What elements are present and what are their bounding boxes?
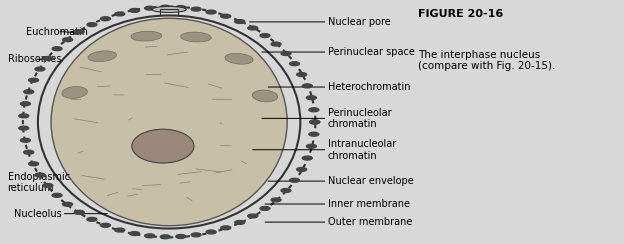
Text: Euchromatin: Euchromatin (26, 27, 88, 37)
Circle shape (309, 132, 319, 136)
Circle shape (260, 34, 270, 38)
Circle shape (296, 73, 306, 76)
Circle shape (160, 5, 170, 9)
Text: Perinucleolar
chromatin: Perinucleolar chromatin (262, 108, 391, 129)
Ellipse shape (62, 87, 87, 98)
Circle shape (310, 120, 319, 124)
Circle shape (235, 221, 245, 224)
Circle shape (296, 168, 306, 171)
Circle shape (235, 20, 245, 23)
Circle shape (29, 162, 39, 166)
Circle shape (206, 10, 216, 14)
Circle shape (176, 6, 186, 10)
Circle shape (310, 120, 319, 124)
Circle shape (306, 96, 316, 100)
Text: Outer membrane: Outer membrane (265, 217, 412, 227)
Ellipse shape (88, 51, 117, 62)
Text: Heterochromatin: Heterochromatin (268, 82, 410, 92)
Circle shape (260, 206, 270, 210)
Circle shape (309, 108, 319, 112)
Circle shape (176, 234, 186, 238)
Ellipse shape (51, 18, 287, 226)
Circle shape (24, 90, 34, 94)
Text: Perinuclear space: Perinuclear space (262, 47, 414, 57)
Text: Endoplasmic
reticulum: Endoplasmic reticulum (7, 172, 70, 193)
Text: Ribosomes: Ribosomes (7, 54, 61, 64)
Circle shape (130, 9, 140, 12)
Text: Inner membrane: Inner membrane (265, 199, 409, 209)
Ellipse shape (131, 31, 162, 41)
Circle shape (21, 138, 31, 142)
Circle shape (74, 210, 84, 214)
Circle shape (35, 173, 45, 177)
Ellipse shape (225, 53, 253, 64)
Circle shape (100, 223, 110, 227)
Circle shape (221, 226, 231, 230)
Circle shape (35, 67, 45, 71)
Circle shape (62, 38, 72, 42)
Ellipse shape (152, 6, 186, 12)
Circle shape (52, 47, 62, 51)
Circle shape (62, 202, 72, 206)
Circle shape (19, 114, 29, 118)
Circle shape (43, 57, 53, 61)
Circle shape (271, 198, 281, 202)
Circle shape (21, 102, 31, 106)
Circle shape (303, 84, 312, 88)
Ellipse shape (252, 90, 278, 102)
Circle shape (290, 62, 300, 66)
Circle shape (303, 156, 312, 160)
Circle shape (145, 234, 155, 238)
Ellipse shape (180, 32, 212, 42)
Text: Nucleolus: Nucleolus (14, 209, 107, 219)
Circle shape (74, 30, 84, 34)
Circle shape (87, 23, 97, 27)
Circle shape (87, 217, 97, 221)
Circle shape (271, 42, 281, 46)
Circle shape (248, 214, 258, 218)
Circle shape (290, 178, 300, 182)
Circle shape (24, 150, 34, 154)
Circle shape (206, 230, 216, 234)
Circle shape (29, 78, 39, 82)
Text: FIGURE 20-16: FIGURE 20-16 (417, 9, 503, 19)
Circle shape (191, 233, 201, 237)
Text: Intranucleolar
chromatin: Intranucleolar chromatin (253, 139, 396, 161)
Circle shape (281, 51, 291, 55)
Circle shape (52, 193, 62, 197)
Circle shape (248, 26, 258, 30)
Text: Nuclear envelope: Nuclear envelope (268, 176, 413, 186)
Circle shape (19, 126, 29, 130)
Text: The interphase nucleus
(compare with Fig. 20-15).: The interphase nucleus (compare with Fig… (417, 50, 555, 71)
Circle shape (221, 14, 231, 18)
Circle shape (100, 17, 110, 21)
Circle shape (115, 12, 125, 16)
Circle shape (281, 189, 291, 193)
Circle shape (160, 235, 170, 239)
Ellipse shape (132, 129, 194, 163)
Circle shape (130, 232, 140, 235)
Circle shape (145, 6, 155, 10)
Circle shape (306, 144, 316, 148)
Circle shape (115, 228, 125, 232)
Circle shape (43, 183, 53, 187)
Text: Nuclear pore: Nuclear pore (250, 17, 390, 27)
Circle shape (191, 7, 201, 11)
